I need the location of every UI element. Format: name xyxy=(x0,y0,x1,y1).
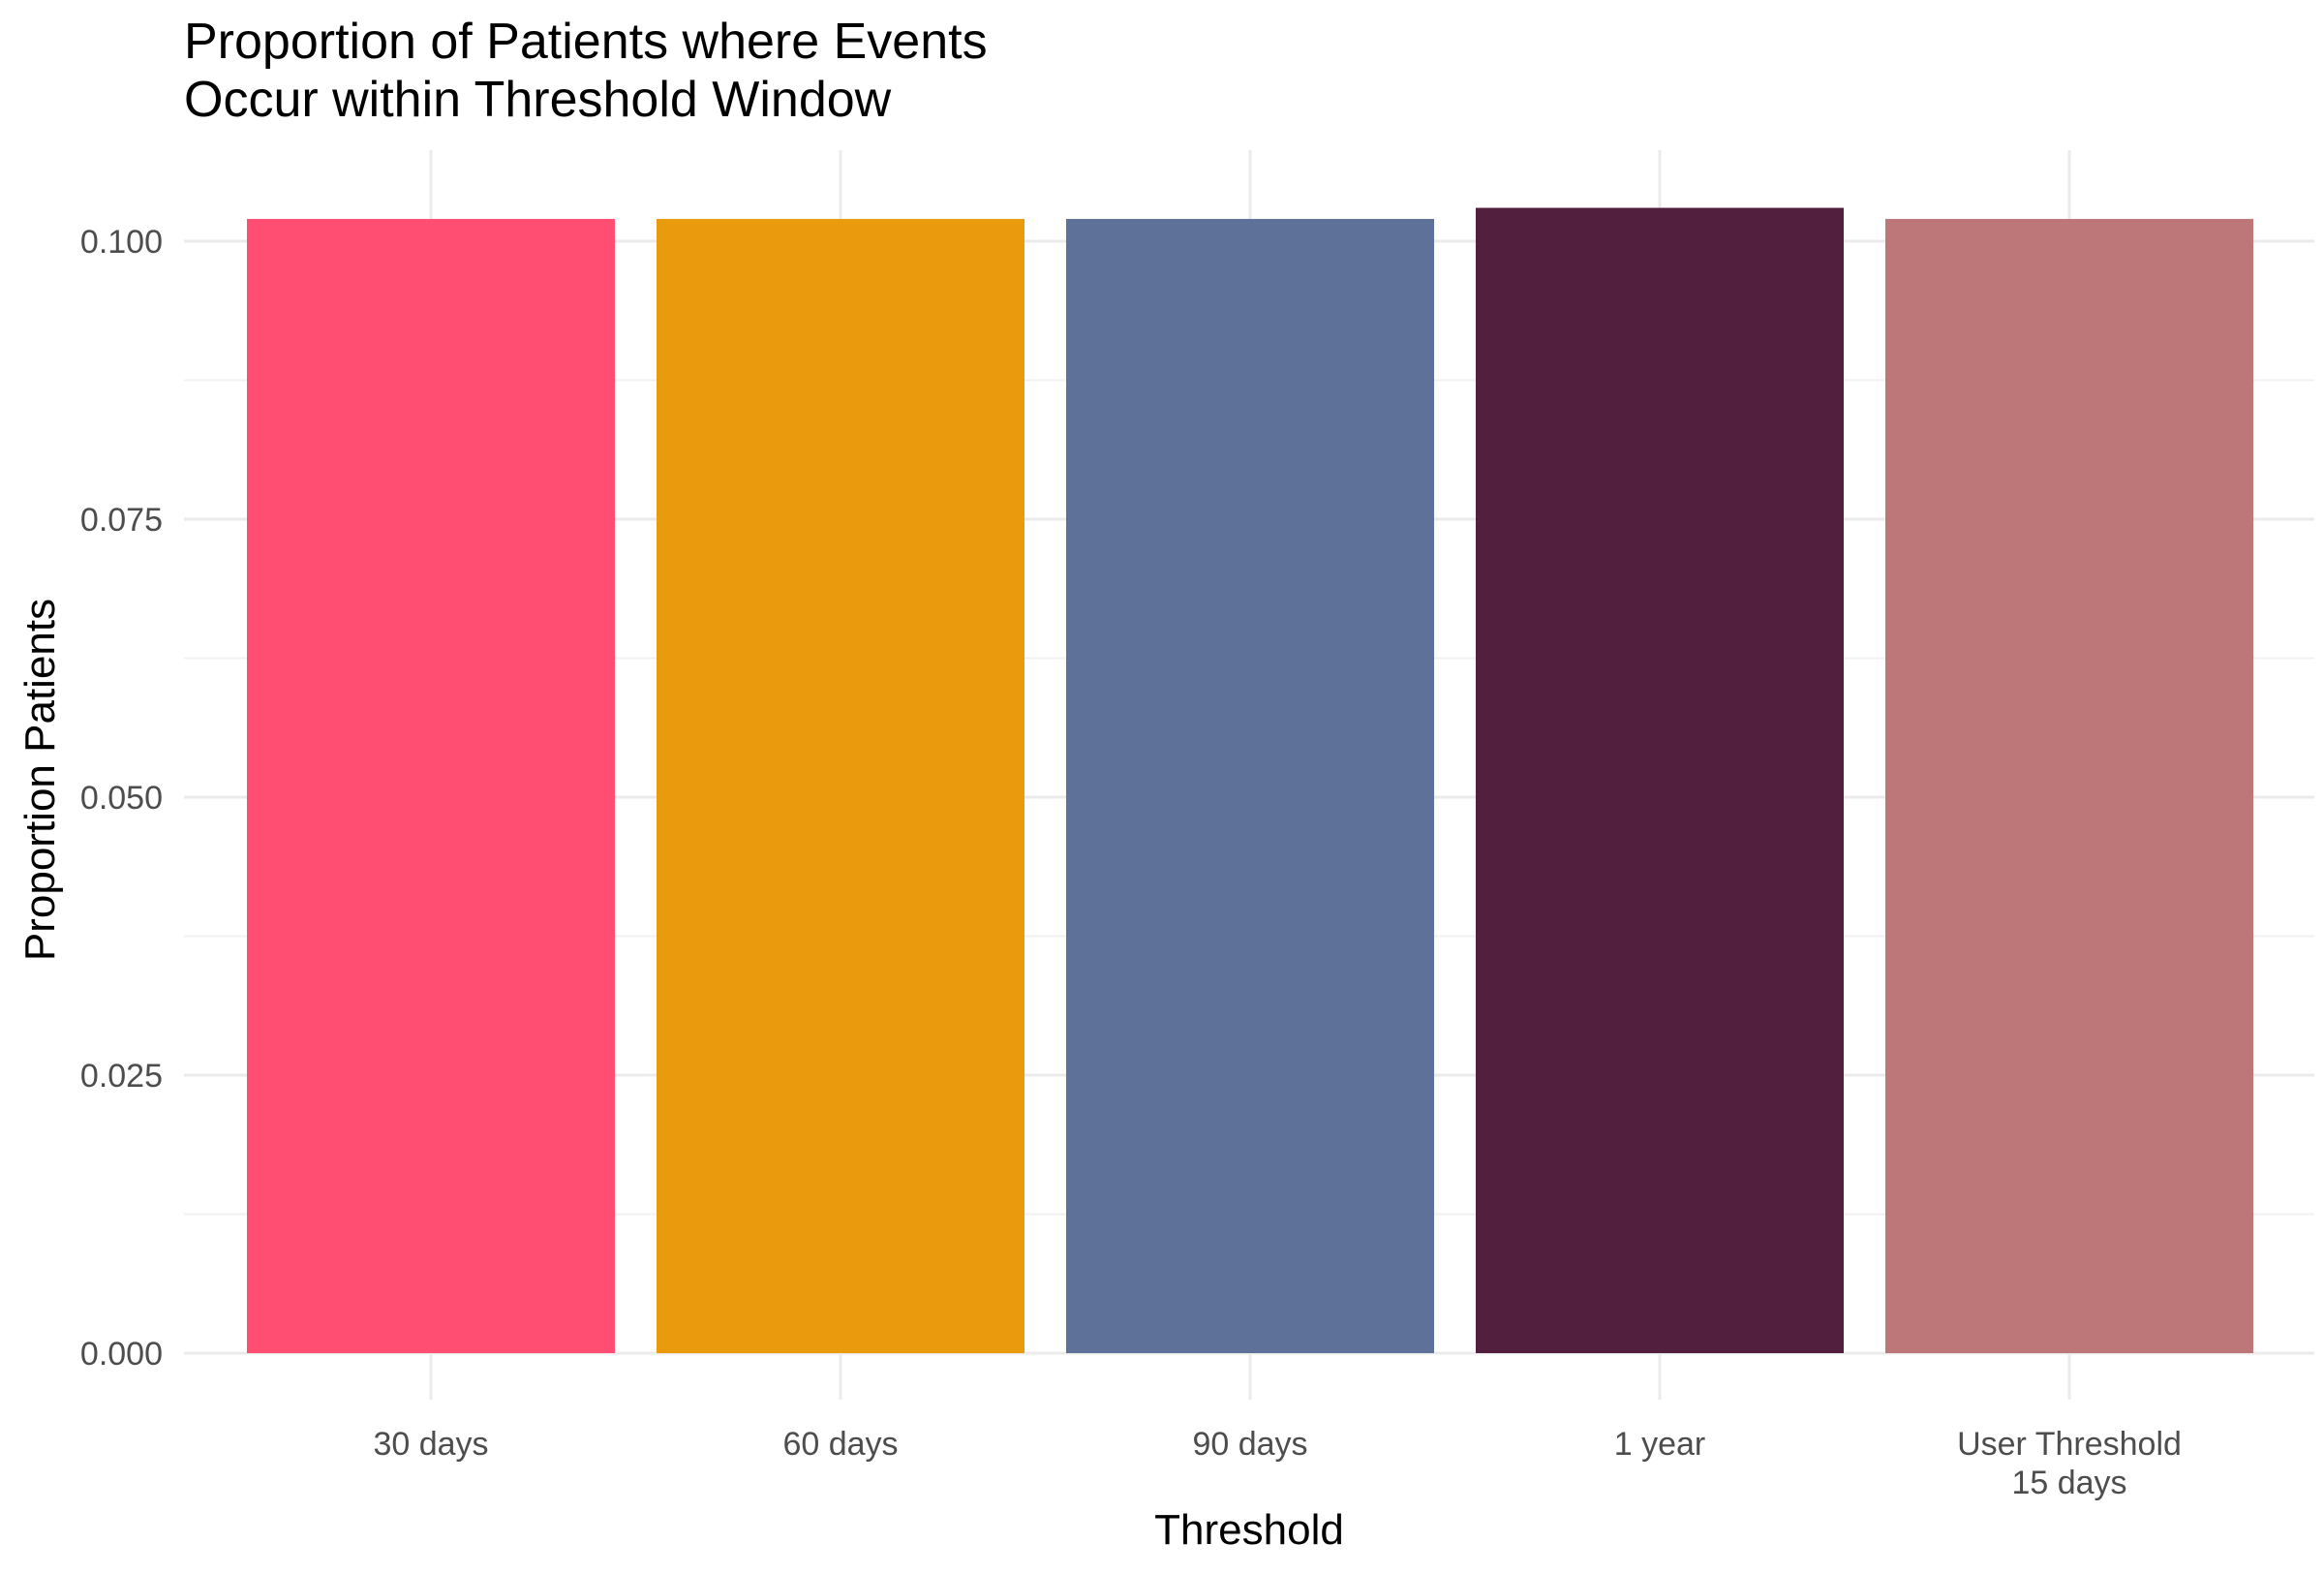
x-axis-tick-labels: 30 days 60 days 90 days 1 year User Threshol… xyxy=(373,1426,2181,1501)
x-axis-title: Threshold xyxy=(1154,1506,1344,1554)
x-tick-label: 60 days xyxy=(782,1426,898,1463)
chart-title-line-2: Occur within Threshold Window xyxy=(184,72,892,128)
bar xyxy=(1066,219,1434,1353)
x-tick-label: 30 days xyxy=(373,1426,488,1463)
y-tick-label: 0.000 xyxy=(80,1336,163,1373)
y-axis-title: Proportion Patients xyxy=(16,599,64,961)
bars xyxy=(247,207,2253,1353)
y-tick-label: 0.050 xyxy=(80,780,163,817)
bar xyxy=(657,219,1024,1353)
x-tick-label: User Threshold 15 days xyxy=(1957,1426,2182,1501)
y-tick-label: 0.025 xyxy=(80,1058,163,1095)
chart-title-line-1: Proportion of Patients where Events xyxy=(184,14,988,70)
y-tick-label: 0.100 xyxy=(80,224,163,261)
y-tick-label: 0.075 xyxy=(80,502,163,539)
bar xyxy=(247,219,615,1353)
y-axis-tick-labels: 0.000 0.025 0.050 0.075 0.100 xyxy=(80,224,163,1373)
bar xyxy=(1476,207,1844,1353)
x-tick-label: 1 year xyxy=(1614,1426,1706,1463)
x-tick-label: 90 days xyxy=(1192,1426,1307,1463)
bar xyxy=(1885,219,2253,1353)
